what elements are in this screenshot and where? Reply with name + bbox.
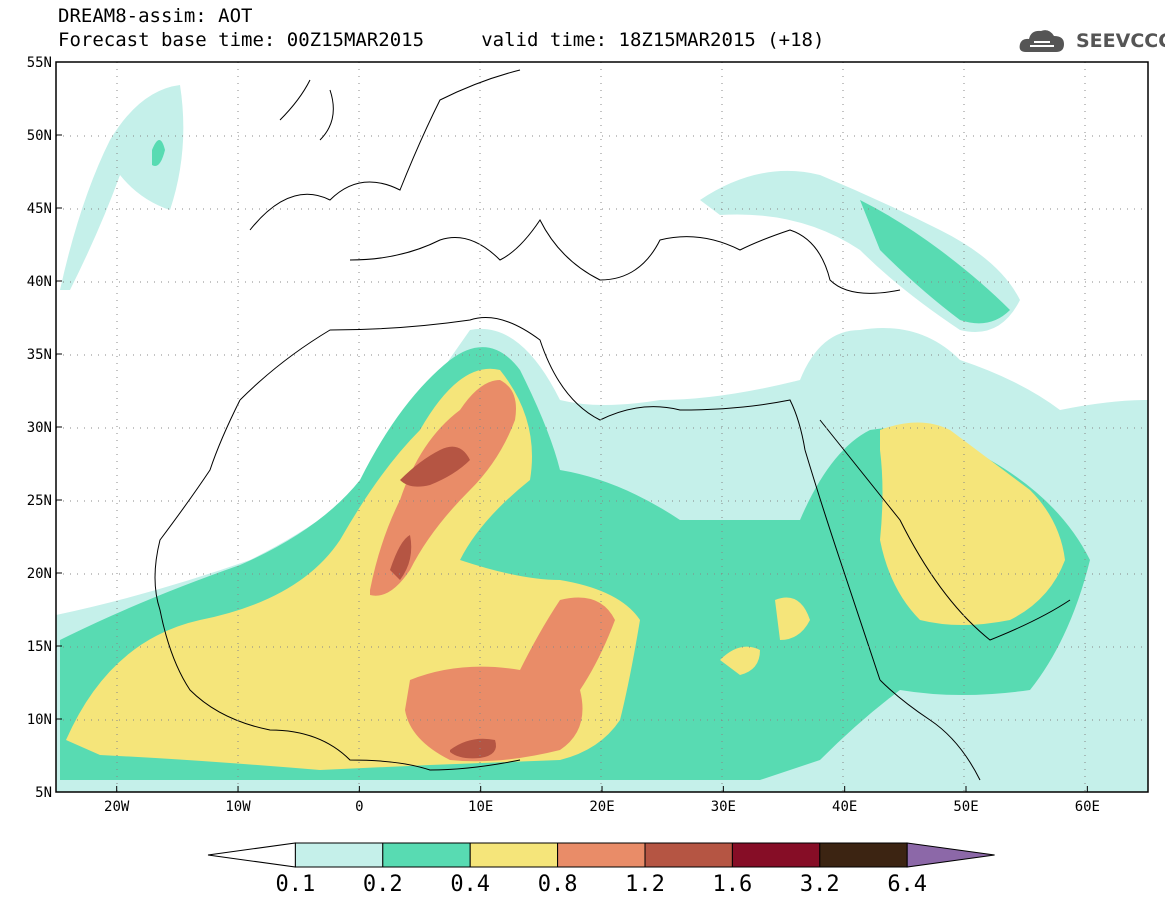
lon-label: 0	[355, 799, 363, 815]
lon-label: 20W	[104, 799, 130, 815]
lat-ticks	[56, 61, 62, 793]
aot-contour-0-2-atlantic	[152, 140, 165, 166]
aot-contour-0-8-sahel	[405, 597, 615, 762]
aot-contour-1-2-nigeria	[450, 738, 496, 759]
latitude-labels: 55N 50N 45N 40N 35N 30N 25N 20N 15N 10N 5N	[27, 55, 52, 801]
colorbar-box	[819, 842, 908, 868]
aot-contour-1-2-south	[390, 535, 412, 580]
lat-label: 55N	[27, 55, 52, 71]
lat-label: 20N	[27, 566, 52, 582]
colorbar-boxes	[207, 842, 995, 868]
lat-label: 15N	[27, 639, 52, 655]
gridlines	[56, 62, 1148, 792]
aot-contour-0-4-sudan	[775, 597, 810, 640]
colorbar-box	[469, 842, 559, 868]
lon-label: 10E	[468, 799, 493, 815]
colorbar-over-triangle	[906, 842, 995, 868]
title-line-2: Forecast base time: 00Z15MAR2015 valid t…	[58, 29, 825, 51]
logo-text: SEEVCCC	[1076, 30, 1165, 52]
coastline-east-africa	[879, 679, 981, 781]
lat-label: 10N	[27, 712, 52, 728]
lon-ticks	[116, 786, 1088, 792]
colorbar-box	[644, 842, 733, 868]
coastline-red-sea	[804, 419, 1071, 681]
colorbar-label: 1.6	[713, 872, 753, 897]
aot-field	[56, 85, 1148, 792]
lat-label: 45N	[27, 201, 52, 217]
colorbar-box	[294, 842, 384, 868]
lon-label: 60E	[1075, 799, 1100, 815]
seevccc-cloud-logo-icon	[1019, 30, 1064, 52]
lat-label: 35N	[27, 347, 52, 363]
aot-contour-0-2-caucasus	[860, 200, 1010, 324]
colorbar-label: 6.4	[887, 872, 927, 897]
lat-label: 25N	[27, 493, 52, 509]
lon-label: 10W	[225, 799, 251, 815]
colorbar-box	[557, 842, 646, 868]
colorbar-box	[731, 842, 821, 868]
title-line-1: DREAM8-assim: AOT	[58, 5, 253, 27]
colorbar-labels: 0.1 0.2 0.4 0.8 1.2 1.6 3.2 6.4	[276, 872, 928, 897]
colorbar-label: 0.2	[363, 872, 403, 897]
coastlines	[154, 69, 1071, 781]
aot-contour-0-1-atlantic	[60, 85, 184, 290]
aot-contour-1-2-north	[400, 446, 470, 487]
lat-label: 50N	[27, 128, 52, 144]
lon-label: 20E	[589, 799, 614, 815]
lat-label: 30N	[27, 420, 52, 436]
colorbar-label: 3.2	[800, 872, 840, 897]
colorbar-box	[382, 842, 471, 868]
coastline-west-africa	[154, 399, 521, 771]
lon-label: 40E	[832, 799, 857, 815]
colorbar-label: 0.4	[450, 872, 490, 897]
lon-label: 50E	[953, 799, 978, 815]
longitude-labels: 20W 10W 0 10E 20E 30E 40E 50E 60E	[104, 799, 1100, 815]
coastline-north-africa	[239, 317, 806, 451]
lat-label: 5N	[35, 785, 52, 801]
colorbar-label: 0.8	[538, 872, 578, 897]
aot-contour-0-4-ethiopia	[720, 646, 760, 675]
lat-label: 40N	[27, 274, 52, 290]
colorbar-label: 1.2	[625, 872, 665, 897]
colorbar-under-triangle	[207, 842, 296, 868]
coastline-europe	[249, 69, 901, 294]
lon-label: 30E	[711, 799, 736, 815]
colorbar-label: 0.1	[276, 872, 316, 897]
aot-contour-0-4-arabia	[880, 422, 1065, 625]
